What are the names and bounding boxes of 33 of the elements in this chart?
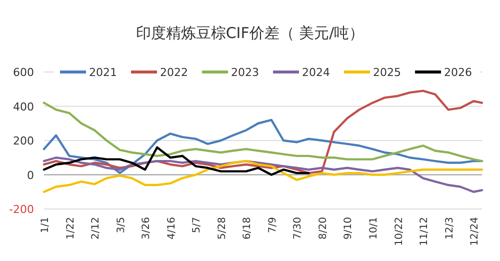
x-tick-label: 3/5: [116, 217, 127, 234]
x-tick-label: 11/12: [419, 217, 430, 246]
line-series: [42, 146, 310, 176]
legend-label: 2025: [373, 66, 401, 79]
y-tick-label: 400: [13, 100, 34, 114]
x-tick-label: 5/7: [192, 217, 203, 234]
chart-title: 印度精炼豆棕CIF价差（ 美元/吨）: [136, 24, 364, 42]
y-tick-label: -200: [9, 203, 34, 216]
y-tick-label: 200: [13, 134, 34, 148]
y-tick-label: 600: [13, 66, 34, 79]
y-tick-label: 0: [27, 168, 34, 182]
x-tick-label: 12/24: [470, 217, 481, 246]
x-tick-label: 1/22: [65, 217, 76, 240]
legend-label: 2026: [444, 66, 472, 79]
x-tick-label: 6/18: [242, 217, 254, 240]
x-tick-label: 3/26: [141, 217, 152, 240]
line-series: [42, 90, 484, 174]
legend-label: 2021: [89, 66, 117, 79]
legend-label: 2024: [302, 66, 330, 79]
x-tick-label: 7/9: [267, 217, 278, 234]
x-tick-label: 8/20: [318, 217, 329, 240]
x-tick-label: 10/1: [368, 217, 380, 240]
x-tick-label: 10/22: [394, 217, 405, 246]
x-tick-label: 2/12: [90, 217, 102, 240]
x-tick-label: 7/30: [292, 217, 304, 240]
x-tick-label: 1/1: [40, 217, 51, 234]
legend-label: 2023: [231, 66, 259, 79]
legend-label: 2022: [160, 66, 188, 79]
line-series: [42, 102, 484, 162]
x-tick-label: 5/28: [216, 217, 228, 240]
x-tick-label: 4/16: [166, 217, 178, 240]
x-tick-label: 9/10: [343, 217, 354, 240]
x-tick-label: 12/3: [444, 217, 456, 240]
